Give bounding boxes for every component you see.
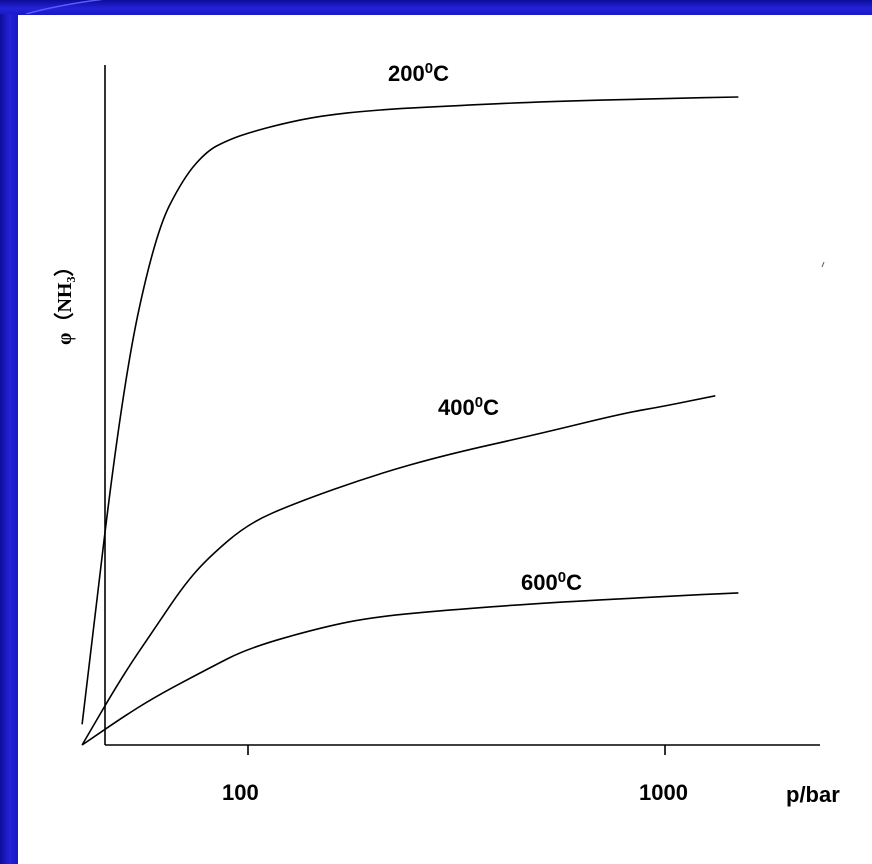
x-axis-label: p/bar: [786, 782, 840, 807]
series-label-600: 6000C: [521, 569, 582, 596]
series-line-400: [81, 395, 716, 746]
stray-mark: [821, 261, 825, 268]
x-tick-label: 1000: [639, 780, 688, 805]
frame-arc-decoration: [25, 0, 104, 14]
slide-frame-left: [0, 0, 16, 864]
slide-frame-arc: [16, 0, 156, 14]
y-axis-label: φ（NH₃）: [53, 257, 76, 345]
chart-axes: [104, 65, 820, 746]
series-lines: [81, 96, 739, 746]
slide-canvas: 100 1000 2000C 4000C 6000C p/bar φ（NH₃）: [18, 15, 872, 864]
chart: 100 1000 2000C 4000C 6000C p/bar φ（NH₃）: [53, 60, 840, 808]
series-label-200: 2000C: [388, 60, 449, 87]
series-line-600: [81, 592, 739, 746]
series-line-200: [81, 96, 739, 725]
series-label-400: 4000C: [438, 394, 499, 421]
slide-frame-top: [0, 0, 872, 14]
x-ticks: 100 1000: [222, 745, 688, 805]
series-labels: 2000C 4000C 6000C: [388, 60, 582, 596]
x-tick-label: 100: [222, 780, 259, 805]
